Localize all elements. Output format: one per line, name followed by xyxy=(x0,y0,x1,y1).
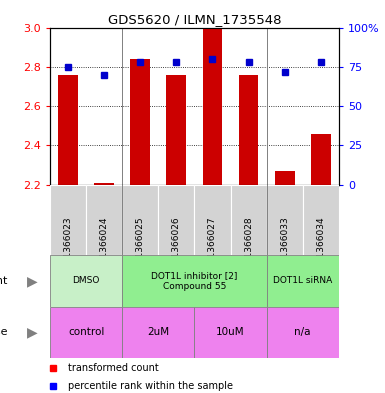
Text: DMSO: DMSO xyxy=(72,277,100,285)
Text: GSM1366024: GSM1366024 xyxy=(100,217,109,277)
Text: GSM1366026: GSM1366026 xyxy=(172,217,181,277)
Text: GSM1366028: GSM1366028 xyxy=(244,217,253,277)
Bar xyxy=(203,28,223,185)
Bar xyxy=(122,255,266,307)
Text: agent: agent xyxy=(0,276,8,286)
Bar xyxy=(122,307,194,358)
Bar xyxy=(231,185,266,255)
Bar xyxy=(94,183,114,185)
Text: DOT1L siRNA: DOT1L siRNA xyxy=(273,277,332,285)
Bar xyxy=(50,255,122,307)
Text: control: control xyxy=(68,327,104,337)
Bar xyxy=(158,185,194,255)
Bar xyxy=(50,307,122,358)
Bar xyxy=(131,59,150,185)
Text: 2uM: 2uM xyxy=(147,327,169,337)
Text: dose: dose xyxy=(0,327,8,337)
Text: GSM1366023: GSM1366023 xyxy=(64,217,73,277)
Bar xyxy=(50,185,86,255)
Bar xyxy=(311,134,331,185)
Bar xyxy=(58,75,78,185)
Text: GSM1366034: GSM1366034 xyxy=(316,217,325,277)
Title: GDS5620 / ILMN_1735548: GDS5620 / ILMN_1735548 xyxy=(108,13,281,26)
Bar xyxy=(266,307,339,358)
Text: n/a: n/a xyxy=(295,327,311,337)
Bar xyxy=(275,171,295,185)
Text: 10uM: 10uM xyxy=(216,327,245,337)
Bar xyxy=(303,185,339,255)
Text: percentile rank within the sample: percentile rank within the sample xyxy=(68,381,233,391)
Text: transformed count: transformed count xyxy=(68,363,159,373)
Bar xyxy=(239,75,258,185)
Bar xyxy=(266,255,339,307)
Bar xyxy=(266,185,303,255)
Text: GSM1366027: GSM1366027 xyxy=(208,217,217,277)
Text: ▶: ▶ xyxy=(27,325,38,339)
Text: GSM1366033: GSM1366033 xyxy=(280,217,289,277)
Bar xyxy=(166,75,186,185)
Text: ▶: ▶ xyxy=(27,274,38,288)
Bar xyxy=(194,307,266,358)
Text: DOT1L inhibitor [2]
Compound 55: DOT1L inhibitor [2] Compound 55 xyxy=(151,271,238,291)
Text: GSM1366025: GSM1366025 xyxy=(136,217,145,277)
Bar xyxy=(122,185,158,255)
Bar xyxy=(86,185,122,255)
Bar xyxy=(194,185,231,255)
